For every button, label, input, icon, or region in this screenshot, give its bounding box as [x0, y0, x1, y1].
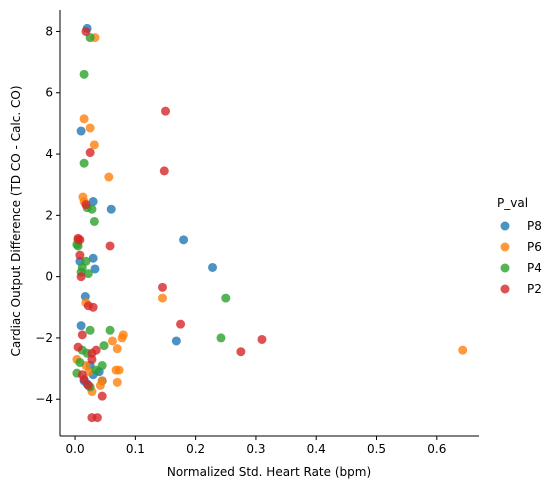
- data-point: [171, 336, 181, 346]
- data-point: [179, 235, 189, 245]
- data-point: [117, 333, 127, 343]
- data-point: [92, 413, 102, 423]
- legend-label: P2: [527, 282, 542, 296]
- data-point: [89, 216, 99, 226]
- data-point: [76, 321, 86, 331]
- series-p2: [73, 26, 267, 423]
- data-point: [79, 114, 89, 124]
- data-point: [91, 365, 101, 375]
- data-point: [157, 293, 167, 303]
- x-tick-label: 0.0: [66, 442, 85, 456]
- data-point: [79, 158, 89, 168]
- y-tick-label: −2: [35, 331, 53, 345]
- data-point: [112, 344, 122, 354]
- data-point: [83, 380, 93, 390]
- data-point: [176, 319, 186, 329]
- data-point: [76, 126, 86, 136]
- x-ticks: 0.0 0.1 0.2 0.3 0.4 0.5 0.6: [66, 436, 446, 456]
- x-tick-label: 0.3: [246, 442, 265, 456]
- data-point: [159, 166, 169, 176]
- legend: P_val P8 P6 P4 P2: [497, 196, 542, 296]
- data-point: [75, 357, 85, 367]
- data-point: [75, 235, 85, 245]
- legend-label: P4: [527, 261, 542, 275]
- x-tick-label: 0.4: [307, 442, 326, 456]
- legend-marker: [500, 263, 510, 273]
- data-point: [90, 264, 100, 274]
- data-point: [73, 342, 83, 352]
- series-p4: [72, 33, 231, 392]
- data-point: [88, 197, 98, 207]
- data-point: [85, 325, 95, 335]
- data-point: [208, 262, 218, 272]
- data-point: [114, 365, 124, 375]
- data-point: [81, 200, 91, 210]
- series-p6: [72, 33, 468, 397]
- legend-label: P8: [527, 219, 542, 233]
- y-tick-label: 8: [45, 24, 53, 38]
- data-point: [157, 282, 167, 292]
- data-point: [105, 241, 115, 251]
- x-tick-label: 0.2: [186, 442, 205, 456]
- points-layer: [72, 23, 468, 423]
- x-tick-label: 0.6: [427, 442, 446, 456]
- x-tick-label: 0.5: [367, 442, 386, 456]
- y-ticks: −4 −2 0 2 4 6 8: [35, 24, 60, 406]
- data-point: [257, 334, 267, 344]
- data-point: [104, 172, 114, 182]
- legend-title: P_val: [497, 196, 528, 210]
- data-point: [88, 253, 98, 263]
- data-point: [161, 106, 171, 116]
- data-point: [81, 26, 91, 36]
- y-tick-label: 6: [45, 86, 53, 100]
- legend-marker: [500, 284, 510, 294]
- data-point: [106, 204, 116, 214]
- y-tick-label: 0: [45, 270, 53, 284]
- y-tick-label: 2: [45, 208, 53, 222]
- data-point: [83, 269, 93, 279]
- data-point: [99, 341, 109, 351]
- data-point: [236, 347, 246, 357]
- data-point: [85, 148, 95, 158]
- data-point: [105, 325, 115, 335]
- x-tick-label: 0.1: [126, 442, 145, 456]
- data-point: [107, 336, 117, 346]
- data-point: [95, 380, 105, 390]
- data-point: [458, 345, 468, 355]
- data-point: [221, 293, 231, 303]
- data-point: [87, 354, 97, 364]
- legend-marker: [500, 221, 510, 231]
- data-point: [79, 69, 89, 79]
- legend-marker: [500, 242, 510, 252]
- data-point: [85, 123, 95, 133]
- y-tick-label: 4: [45, 147, 53, 161]
- x-axis-label: Normalized Std. Heart Rate (bpm): [167, 465, 371, 479]
- data-point: [89, 140, 99, 150]
- legend-items: P8 P6 P4 P2: [500, 219, 542, 296]
- data-point: [216, 333, 226, 343]
- data-point: [88, 302, 98, 312]
- y-axis-label: Cardiac Output Difference (TD CO - Calc.…: [9, 86, 23, 357]
- data-point: [112, 377, 122, 387]
- data-point: [75, 250, 85, 260]
- y-tick-label: −4: [35, 392, 53, 406]
- data-point: [97, 391, 107, 401]
- data-point: [77, 330, 87, 340]
- legend-label: P6: [527, 240, 542, 254]
- data-point: [76, 272, 86, 282]
